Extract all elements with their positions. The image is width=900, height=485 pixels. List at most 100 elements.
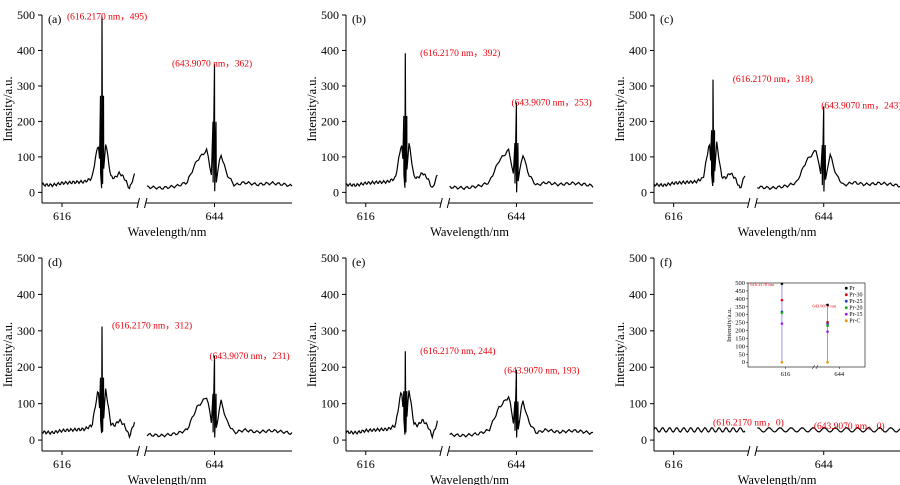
spectrum-line — [653, 427, 746, 433]
y-tick-label: 0 — [641, 185, 647, 199]
legend-marker — [844, 293, 848, 297]
inset-annotation: 616.2170 nm — [750, 282, 774, 287]
inset-x-tick-label: 616 — [781, 371, 792, 378]
inset-point — [780, 282, 784, 286]
y-tick-label: 500 — [321, 8, 339, 22]
y-tick-label: 100 — [629, 150, 647, 164]
inset-y-tick-label: 300 — [735, 312, 745, 319]
axis-break-mark — [144, 197, 148, 209]
spectrum-line — [146, 63, 293, 192]
x-axis-title: Wavelength/nm — [430, 473, 509, 485]
inset-point — [780, 360, 784, 364]
panel-label: (d) — [48, 255, 62, 269]
inset-y-tick-label: 50 — [739, 351, 746, 358]
x-axis-title: Wavelength/nm — [430, 225, 509, 239]
y-tick-label: 0 — [333, 185, 339, 199]
spectrum-line — [449, 102, 594, 193]
y-axis-title: Intensity/a.u. — [613, 76, 627, 141]
peak-annotation: (616.2170 nm，392) — [420, 48, 500, 59]
axis-break-mark — [446, 197, 451, 209]
y-tick-label: 300 — [321, 79, 339, 93]
legend-marker — [844, 306, 848, 310]
panel-4: 0 100 200 300 400 500 616 644 Wavelength/nm Inten… — [1, 251, 293, 485]
y-tick-label: 200 — [17, 360, 35, 374]
inset-point — [826, 360, 829, 364]
x-tick-label: 616 — [53, 457, 71, 471]
peak-annotation: (643.9070 nm, 193) — [504, 365, 579, 376]
inset-y-tick-label: 250 — [735, 320, 745, 327]
y-tick-label: 0 — [641, 433, 647, 447]
axis-break-mark — [144, 445, 148, 457]
spectrum-line — [449, 369, 594, 438]
axis-break-mark — [754, 445, 758, 457]
inset-point — [826, 330, 829, 333]
x-tick-label: 616 — [53, 209, 71, 223]
inset-y-tick-label: 400 — [735, 296, 745, 303]
y-tick-label: 200 — [17, 114, 35, 128]
x-tick-label: 644 — [507, 209, 525, 223]
inset-y-tick-label: 0 — [742, 359, 745, 366]
x-tick-label: 644 — [815, 209, 833, 223]
axis-break-mark — [439, 197, 443, 209]
spectrum-line — [42, 326, 136, 439]
legend-label: Pr-C — [849, 319, 860, 325]
panel-1: 0 100 200 300 400 500 616 644 Wavelength/nm Inten… — [1, 8, 293, 239]
x-axis-title: Wavelength/nm — [738, 225, 817, 239]
inset-y-tick-label: 450 — [735, 288, 745, 295]
x-axis-title: Wavelength/nm — [738, 473, 817, 485]
y-axis-title: Intensity/a.u. — [1, 76, 15, 141]
y-tick-label: 300 — [321, 324, 339, 338]
panel-label: (a) — [48, 12, 61, 26]
inset-point — [780, 322, 784, 325]
panel-label: (f) — [660, 255, 672, 269]
legend-label: Pr-25 — [849, 299, 862, 305]
spectrum-line — [146, 355, 293, 438]
inset-frame — [747, 282, 866, 368]
x-tick-label: 616 — [357, 457, 375, 471]
peak-annotation: (616.2170 nm，0) — [713, 418, 784, 429]
axis-break-mark — [439, 445, 443, 457]
y-tick-label: 300 — [629, 79, 647, 93]
y-tick-label: 500 — [629, 8, 647, 22]
x-tick-label: 616 — [665, 457, 683, 471]
y-tick-label: 100 — [629, 397, 647, 411]
y-tick-label: 400 — [629, 43, 647, 57]
legend-marker — [844, 299, 848, 303]
inset-y-tick-label: 150 — [735, 335, 745, 342]
inset-point — [780, 298, 784, 302]
y-tick-label: 300 — [17, 79, 35, 93]
inset-annotation: 643.9070 nm — [812, 304, 836, 309]
x-tick-label: 644 — [507, 457, 525, 471]
y-tick-label: 300 — [17, 324, 35, 338]
y-tick-label: 500 — [321, 251, 339, 265]
y-tick-label: 100 — [321, 397, 339, 411]
y-tick-label: 0 — [29, 433, 35, 447]
panel-5: 0 100 200 300 400 500 616 644 Wavelength/nm Inten… — [305, 251, 594, 485]
peak-annotation: (643.9070 nm，253) — [511, 97, 591, 108]
y-tick-label: 400 — [17, 43, 35, 57]
panel-2: 0 100 200 300 400 500 616 644 Wavelength/nm Inten… — [305, 8, 594, 239]
axis-break-mark — [746, 197, 751, 209]
inset-y-tick-label: 500 — [735, 280, 745, 287]
peak-annotation: (616.2170 nm，312) — [112, 321, 192, 332]
inset-y-axis-title: Intensity/a.u. — [726, 308, 733, 342]
y-tick-label: 500 — [17, 251, 35, 265]
legend-marker — [844, 312, 848, 316]
y-axis-title: Intensity/a.u. — [613, 322, 627, 387]
peak-annotation: (616.2170 nm, 244) — [420, 346, 495, 357]
legend-label: Pr-30 — [849, 293, 862, 299]
x-tick-label: 644 — [206, 457, 224, 471]
legend-label: Pr-15 — [849, 312, 862, 318]
legend-marker — [844, 319, 848, 323]
inset-point — [780, 311, 784, 315]
x-tick-label: 644 — [815, 457, 833, 471]
axis-break-mark — [136, 445, 140, 457]
spectrum-line — [41, 16, 136, 190]
y-tick-label: 500 — [629, 251, 647, 265]
y-tick-label: 500 — [17, 8, 35, 22]
spectrum-line — [757, 427, 900, 433]
spectrum-line — [757, 106, 900, 192]
y-tick-label: 300 — [629, 324, 647, 338]
peak-annotation: (616.2170 nm，318) — [733, 74, 813, 85]
y-axis-title: Intensity/a.u. — [305, 76, 319, 141]
